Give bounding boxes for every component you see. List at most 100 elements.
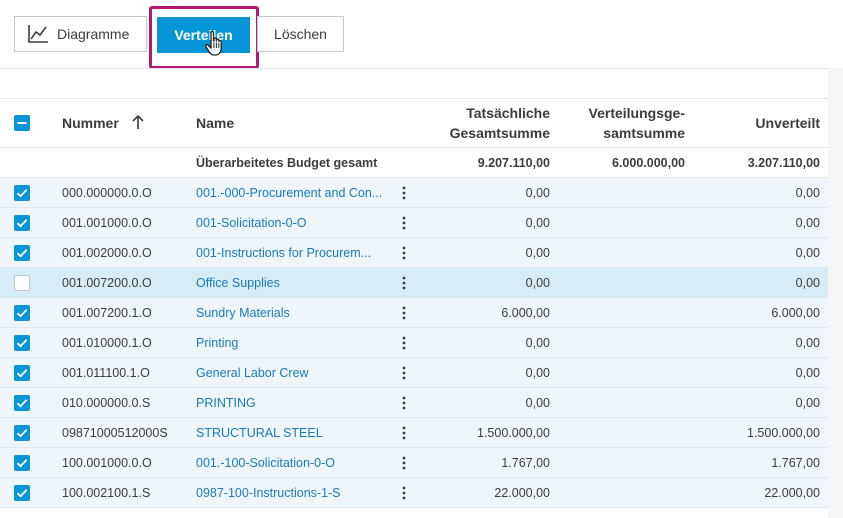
row-name-link[interactable]: 0987-100-Instructions-1-S (196, 486, 341, 500)
more-options-icon[interactable] (398, 478, 410, 508)
row-checkbox[interactable] (14, 305, 30, 321)
more-options-icon[interactable] (398, 208, 410, 238)
column-header-name[interactable]: Name (196, 115, 235, 131)
table-row[interactable]: 001.001000.0.O 001-Solicitation-0-O 0,00 0,… (0, 208, 828, 238)
row-name-link[interactable]: STRUCTURAL STEEL (196, 426, 323, 440)
row-undistributed: 0,00 (795, 366, 820, 380)
table-row[interactable]: 09871000512000S STRUCTURAL STEEL 1.500.000… (0, 418, 828, 448)
more-options-icon[interactable] (398, 448, 410, 478)
row-distribution-total (565, 268, 685, 298)
total-undistributed: 3.207.110,00 (747, 156, 820, 170)
row-checkbox[interactable] (14, 365, 30, 381)
row-checkbox[interactable] (14, 395, 30, 411)
row-number: 001.007200.1.O (62, 306, 152, 320)
more-options-icon[interactable] (398, 418, 410, 448)
row-name-link[interactable]: PRINTING (196, 396, 256, 410)
row-number: 001.011100.1.O (62, 366, 150, 380)
row-number: 001.001000.0.O (62, 216, 152, 230)
more-options-icon[interactable] (398, 238, 410, 268)
row-name-link[interactable]: Sundry Materials (196, 306, 290, 320)
row-undistributed: 1.767,00 (771, 456, 820, 470)
row-undistributed: 22.000,00 (764, 486, 820, 500)
more-options-icon[interactable] (398, 358, 410, 388)
column-header-distribution-total[interactable]: Verteilungsge- samtsumme (565, 103, 685, 143)
column-header-distribution-total-line1: Verteilungsge- (588, 105, 685, 121)
total-label: Überarbeitetes Budget gesamt (196, 156, 378, 170)
row-name-link[interactable]: General Labor Crew (196, 366, 309, 380)
table-row[interactable]: 001.010000.1.O Printing 0,00 0,00 (0, 328, 828, 358)
row-undistributed: 0,00 (795, 336, 820, 350)
row-distribution-total (565, 238, 685, 268)
row-undistributed: 1.500.000,00 (747, 426, 820, 440)
row-checkbox[interactable] (14, 425, 30, 441)
total-actual: 9.207.110,00 (477, 156, 550, 170)
row-checkbox[interactable] (14, 185, 30, 201)
row-number: 09871000512000S (62, 426, 168, 440)
select-all-checkbox[interactable] (14, 115, 30, 131)
row-checkbox[interactable] (14, 455, 30, 471)
row-actual-total: 0,00 (525, 276, 550, 290)
row-number: 100.001000.0.O (62, 456, 152, 470)
more-options-icon[interactable] (398, 178, 410, 208)
row-undistributed: 6.000,00 (771, 306, 820, 320)
total-row: Überarbeitetes Budget gesamt 9.207.110,0… (0, 148, 828, 178)
row-number: 001.007200.0.O (62, 276, 152, 290)
row-undistributed: 0,00 (795, 216, 820, 230)
row-distribution-total (565, 388, 685, 418)
more-options-icon[interactable] (398, 388, 410, 418)
line-chart-icon (27, 24, 49, 44)
sort-ascending-icon (131, 114, 145, 135)
column-header-number[interactable]: Nummer (62, 113, 145, 135)
toolbar: Diagramme (14, 16, 147, 52)
row-name-link[interactable]: 001-Solicitation-0-O (196, 216, 307, 230)
row-distribution-total (565, 208, 685, 238)
more-options-icon[interactable] (398, 298, 410, 328)
vertical-scrollbar-track[interactable] (828, 68, 843, 518)
table-row[interactable]: 000.000000.0.O 001.-000-Procurement and C… (0, 178, 828, 208)
row-number: 001.002000.0.O (62, 246, 152, 260)
table-row[interactable]: 001.007200.0.O Office Supplies 0,00 0,00 (0, 268, 828, 298)
row-distribution-total (565, 178, 685, 208)
row-undistributed: 0,00 (795, 246, 820, 260)
row-name-link[interactable]: Office Supplies (196, 276, 280, 290)
table-row[interactable]: 001.002000.0.O 001-Instructions for Procu… (0, 238, 828, 268)
charts-button[interactable]: Diagramme (14, 16, 147, 52)
table-row[interactable]: 010.000000.0.S PRINTING 0,00 0,00 (0, 388, 828, 418)
row-checkbox[interactable] (14, 245, 30, 261)
delete-button[interactable]: Löschen (257, 16, 344, 52)
column-header-actual-total-line1: Tatsächliche (466, 105, 550, 121)
column-header-actual-total[interactable]: Tatsächliche Gesamtsumme (430, 103, 550, 143)
row-actual-total: 0,00 (525, 336, 550, 350)
column-header-actual-total-line2: Gesamtsumme (449, 125, 550, 141)
row-name-link[interactable]: 001-Instructions for Procurem... (196, 246, 372, 260)
row-undistributed: 0,00 (795, 396, 820, 410)
row-checkbox[interactable] (14, 275, 30, 291)
row-actual-total: 0,00 (525, 396, 550, 410)
row-distribution-total (565, 478, 685, 508)
row-actual-total: 1.500.000,00 (477, 426, 550, 440)
row-checkbox[interactable] (14, 215, 30, 231)
total-distribution: 6.000.000,00 (612, 156, 685, 170)
row-actual-total: 0,00 (525, 366, 550, 380)
table-row[interactable]: 100.001000.0.O 001.-100-Solicitation-0-O 1… (0, 448, 828, 478)
table-row[interactable]: 100.002100.1.S 0987-100-Instructions-1-S 2… (0, 478, 828, 508)
row-distribution-total (565, 418, 685, 448)
column-header-undistributed[interactable]: Unverteilt (755, 115, 820, 131)
row-name-link[interactable]: 001.-100-Solicitation-0-O (196, 456, 335, 470)
more-options-icon[interactable] (398, 268, 410, 298)
row-checkbox[interactable] (14, 485, 30, 501)
row-undistributed: 0,00 (795, 186, 820, 200)
row-checkbox[interactable] (14, 335, 30, 351)
row-undistributed: 0,00 (795, 276, 820, 290)
row-name-link[interactable]: Printing (196, 336, 239, 350)
table-row[interactable]: 001.007200.1.O Sundry Materials 6.000,00 6.… (0, 298, 828, 328)
row-number: 100.002100.1.S (62, 486, 151, 500)
more-options-icon[interactable] (398, 328, 410, 358)
row-actual-total: 1.767,00 (501, 456, 550, 470)
row-actual-total: 0,00 (525, 216, 550, 230)
table-row[interactable]: 001.011100.1.O General Labor Crew 0,00 0,00 (0, 358, 828, 388)
table-top-band (0, 68, 828, 99)
row-actual-total: 6.000,00 (501, 306, 550, 320)
row-name-link[interactable]: 001.-000-Procurement and Con... (196, 186, 383, 200)
row-distribution-total (565, 358, 685, 388)
